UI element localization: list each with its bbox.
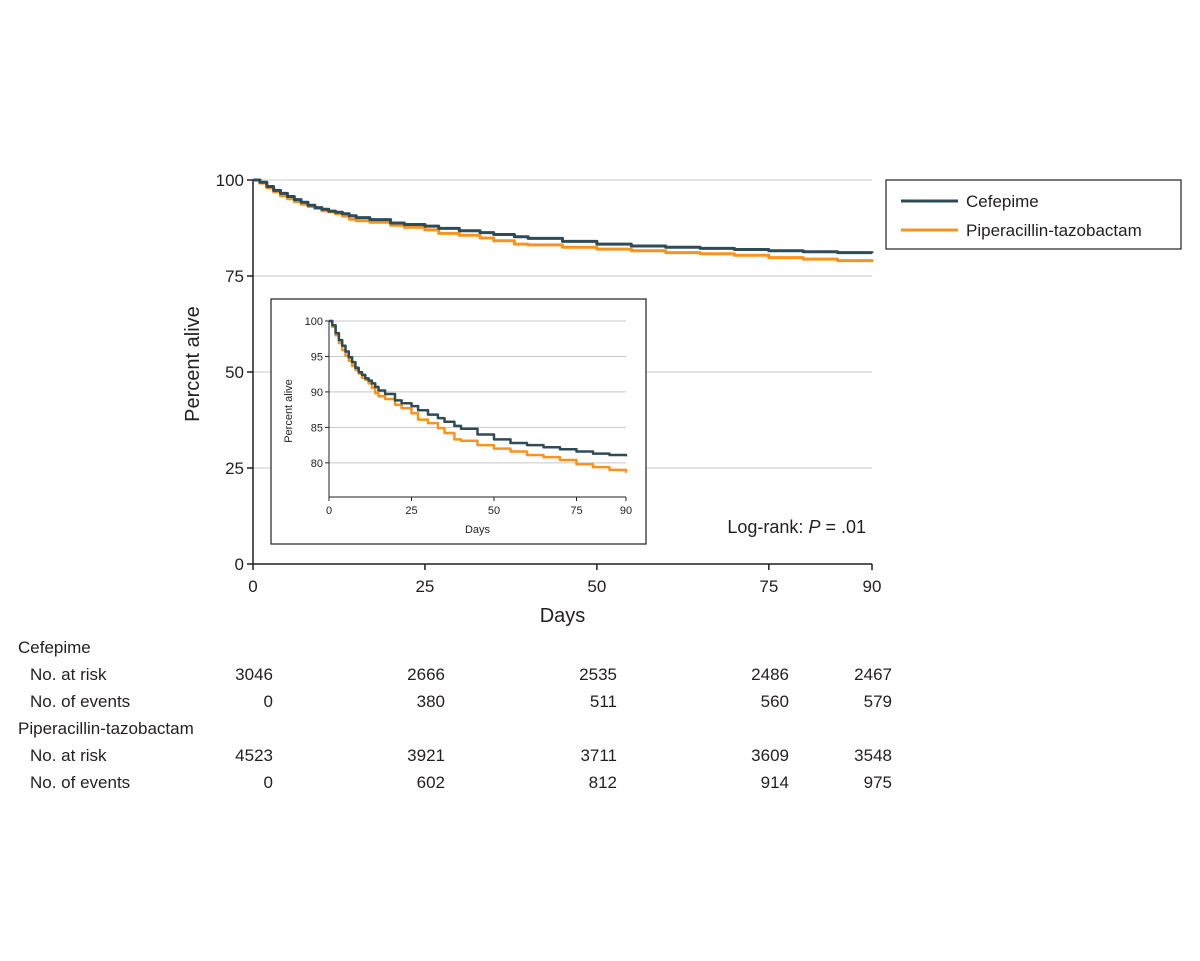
- risk-cell-1-0-2: 3711: [580, 746, 617, 765]
- inset-x-tick-label-25: 25: [405, 505, 417, 517]
- inset-y-tick-label-95: 95: [311, 351, 323, 363]
- risk-cell-1-1-2: 812: [589, 773, 617, 792]
- inset-frame: [270, 298, 647, 545]
- log-rank-value: = .01: [820, 517, 866, 537]
- log-rank-prefix: Log-rank:: [727, 517, 808, 537]
- risk-group-1: Piperacillin-tazobactam: [18, 719, 194, 738]
- risk-cell-1-0-4: 3548: [854, 746, 892, 765]
- legend-label-cefepime: Cefepime: [966, 192, 1039, 211]
- x-tick-label-50: 50: [587, 577, 606, 596]
- risk-group-0: Cefepime: [18, 638, 91, 657]
- risk-cell-0-1-2: 511: [590, 692, 617, 711]
- x-axis-title: Days: [540, 605, 586, 627]
- inset-y-tick-label-80: 80: [311, 458, 323, 470]
- risk-cell-0-1-1: 380: [417, 692, 445, 711]
- inset-x-tick-label-75: 75: [570, 505, 582, 517]
- risk-cell-1-1-3: 914: [761, 773, 789, 792]
- legend: Cefepime Piperacillin-tazobactam: [885, 179, 1182, 250]
- legend-box: [885, 179, 1182, 250]
- risk-cell-0-1-0: 0: [264, 692, 273, 711]
- risk-row-label-0-0: No. at risk: [30, 665, 107, 684]
- inset-y-tick-label-85: 85: [311, 422, 323, 434]
- risk-cell-1-0-1: 3921: [407, 746, 445, 765]
- risk-cell-0-0-3: 2486: [751, 665, 789, 684]
- inset-x-tick-label-50: 50: [488, 505, 500, 517]
- inset-y-axis-title: Percent alive: [283, 379, 295, 443]
- inset-series-line-cefepime: [329, 319, 628, 457]
- x-tick-label-0: 0: [248, 577, 257, 596]
- y-tick-label-50: 50: [225, 363, 244, 382]
- risk-cell-0-1-3: 560: [761, 692, 789, 711]
- log-rank-p: P: [808, 517, 820, 537]
- legend-label-piperacillin: Piperacillin-tazobactam: [966, 221, 1142, 240]
- x-tick-label-75: 75: [759, 577, 778, 596]
- inset-y-tick-label-90: 90: [311, 387, 323, 399]
- y-tick-label-0: 0: [235, 555, 244, 574]
- risk-cell-1-0-0: 4523: [235, 746, 273, 765]
- inset-x-tick-label-90: 90: [620, 505, 632, 517]
- y-tick-label-75: 75: [225, 267, 244, 286]
- risk-cell-1-1-4: 975: [864, 773, 892, 792]
- risk-cell-0-0-4: 2467: [854, 665, 892, 684]
- risk-cell-0-1-4: 579: [864, 692, 892, 711]
- series-line-cefepime: [253, 178, 874, 255]
- risk-cell-1-1-0: 0: [264, 773, 273, 792]
- y-tick-label-25: 25: [225, 459, 244, 478]
- risk-cell-0-0-2: 2535: [579, 665, 617, 684]
- inset-x-tick-label-0: 0: [326, 505, 332, 517]
- risk-cell-0-0-1: 2666: [407, 665, 445, 684]
- y-tick-label-100: 100: [216, 171, 244, 190]
- risk-row-label-1-1: No. of events: [30, 773, 130, 792]
- inset-y-tick-label-100: 100: [305, 316, 323, 328]
- risk-row-label-0-1: No. of events: [30, 692, 130, 711]
- risk-table: Cefepime No. at risk 3046 2666 2535 2486 2467 N…: [18, 638, 892, 792]
- inset-plot: 80 85 90 95 100 0 25 50 75 90 Days Percent alive: [270, 298, 647, 545]
- inset-x-axis-title: Days: [465, 524, 491, 536]
- risk-row-label-1-0: No. at risk: [30, 746, 107, 765]
- risk-cell-0-0-0: 3046: [235, 665, 273, 684]
- risk-cell-1-1-1: 602: [417, 773, 445, 792]
- y-axis-title: Percent alive: [182, 306, 204, 422]
- log-rank-annotation: Log-rank: P = .01: [727, 517, 866, 537]
- x-tick-label-90: 90: [863, 577, 882, 596]
- x-tick-label-25: 25: [415, 577, 434, 596]
- risk-cell-1-0-3: 3609: [751, 746, 789, 765]
- inset-series-line-piperacillin: [329, 319, 628, 473]
